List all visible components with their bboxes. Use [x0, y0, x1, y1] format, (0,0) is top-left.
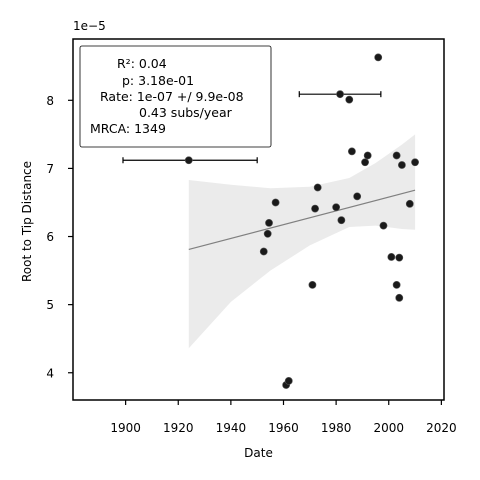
- data-point: [387, 253, 396, 261]
- y-tick-label: 6: [46, 230, 54, 244]
- y-tick-label: 5: [46, 298, 54, 312]
- data-point: [345, 95, 354, 104]
- data-point: [353, 192, 362, 201]
- data-point: [395, 293, 404, 302]
- regression-line-layer: [188, 189, 416, 251]
- data-point: [311, 204, 319, 213]
- legend-rate: Rate: 1e-07 +/ 9.9e-08: [100, 89, 244, 104]
- y-tick-label: 4: [46, 366, 54, 380]
- legend-subs-per-year: 0.43 subs/year: [139, 105, 233, 120]
- y-tick-label: 7: [46, 162, 54, 176]
- data-point: [271, 198, 280, 207]
- regression-line: [188, 189, 416, 251]
- legend-p-value: p: 3.18e-01: [122, 73, 194, 88]
- data-point: [184, 156, 193, 165]
- data-point: [392, 280, 401, 289]
- x-tick-label: 2020: [426, 421, 457, 435]
- data-points-layer: [184, 53, 419, 389]
- y-ticks: 4 5 6 7 8: [46, 94, 73, 380]
- x-ticks: 1900 1920 1940 1960 1980 2000 2020: [110, 400, 457, 435]
- confidence-band: [188, 134, 416, 349]
- data-point: [405, 199, 414, 208]
- x-tick-label: 1940: [216, 421, 247, 435]
- data-point: [313, 183, 322, 192]
- data-point: [284, 377, 293, 385]
- data-point: [411, 158, 419, 167]
- data-point: [379, 221, 388, 230]
- x-tick-label: 1900: [110, 421, 141, 435]
- data-point: [348, 147, 356, 156]
- data-point: [392, 151, 401, 160]
- data-point: [398, 161, 406, 169]
- data-point: [259, 247, 268, 256]
- x-tick-label: 1960: [268, 421, 299, 435]
- x-axis-label: Date: [244, 446, 273, 460]
- x-tick-label: 1920: [163, 421, 194, 435]
- x-tick-label: 1980: [321, 421, 352, 435]
- legend-background: [79, 45, 272, 148]
- data-point: [363, 151, 372, 160]
- confidence-band-layer: [188, 134, 416, 349]
- legend-box: R²: 0.04 p: 3.18e-01 Rate: 1e-07 +/ 9.9e…: [79, 45, 272, 148]
- data-point: [308, 280, 317, 289]
- y-tick-label: 8: [46, 94, 54, 108]
- data-point: [337, 216, 346, 225]
- legend-r-squared: R²: 0.04: [117, 56, 167, 71]
- plot-frame: [72, 38, 445, 401]
- x-tick-label: 2000: [373, 421, 404, 435]
- data-point: [263, 229, 272, 238]
- data-point: [336, 90, 344, 99]
- data-point: [395, 253, 404, 262]
- y-axis-label: Root to Tip Distance: [20, 161, 34, 282]
- data-point: [374, 53, 383, 62]
- y-multiplier-label: 1e−5: [73, 19, 106, 33]
- data-point: [361, 158, 369, 167]
- data-point: [265, 219, 273, 227]
- legend-mrca: MRCA: 1349: [90, 121, 166, 136]
- data-point: [332, 203, 341, 212]
